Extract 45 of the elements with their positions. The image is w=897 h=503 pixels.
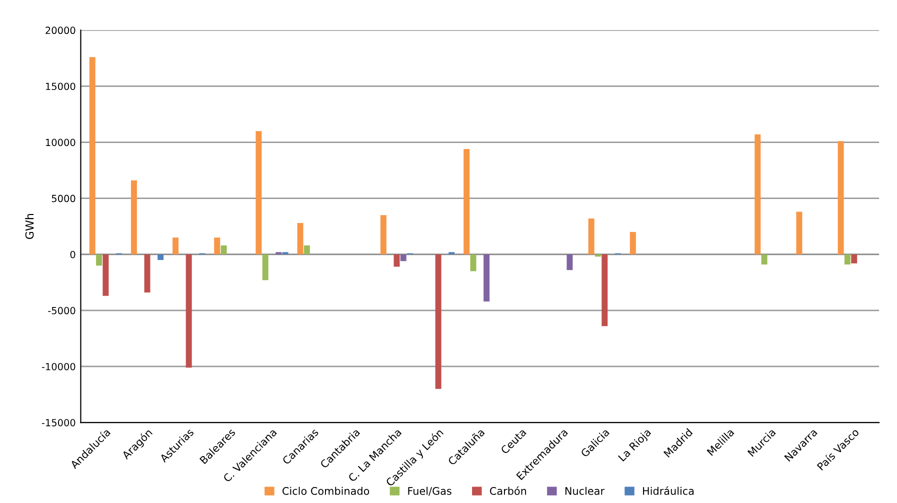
bar	[566, 254, 573, 270]
y-tick-label: 15000	[46, 82, 76, 90]
y-tick-label: 5000	[52, 194, 76, 202]
legend-label: Nuclear	[565, 486, 605, 495]
y-tick-label: 10000	[46, 138, 76, 146]
bar	[214, 238, 220, 254]
bar	[130, 180, 137, 254]
bar	[630, 232, 636, 254]
bar	[588, 218, 594, 254]
bar	[89, 57, 96, 254]
bar	[256, 131, 262, 254]
bar	[297, 222, 304, 254]
bar	[394, 254, 400, 267]
bar	[435, 254, 442, 389]
y-tick-label: -15000	[42, 419, 76, 426]
bar	[470, 254, 476, 272]
bar	[220, 245, 227, 254]
bar	[96, 254, 102, 266]
bar	[796, 212, 802, 254]
y-tick-label: 20000	[46, 26, 76, 34]
bar	[158, 254, 164, 260]
legend-label: Fuel/Gas	[408, 486, 452, 496]
bar	[380, 215, 386, 254]
y-tick-label: -5000	[48, 306, 76, 314]
y-axis-title: GWh	[25, 214, 34, 240]
bar	[262, 254, 268, 280]
bar	[602, 254, 608, 326]
y-tick-label: -10000	[42, 362, 76, 370]
bar	[304, 245, 310, 254]
legend-label: Carbón	[490, 486, 526, 495]
bar	[838, 141, 844, 254]
y-tick-label: 0	[70, 250, 76, 258]
bar	[851, 254, 858, 264]
bar	[144, 254, 150, 292]
bar	[400, 254, 406, 262]
bar	[172, 238, 179, 254]
legend-label: Hidráulica	[643, 486, 694, 495]
bar	[484, 254, 490, 302]
bar	[754, 134, 761, 254]
legend-label: Ciclo Combinado	[282, 486, 370, 495]
bar	[761, 254, 768, 264]
bar	[844, 254, 850, 264]
bar	[186, 254, 192, 368]
bar	[464, 149, 470, 254]
bar	[102, 254, 109, 296]
